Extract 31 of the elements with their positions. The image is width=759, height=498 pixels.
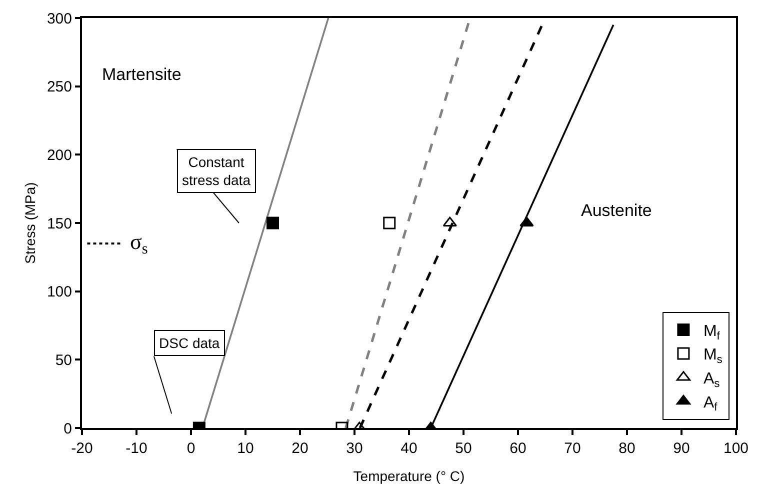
y-tick-label: 0 xyxy=(64,420,72,438)
x-tick-label: 50 xyxy=(455,440,472,457)
y-axis-title: Stress (MPa) xyxy=(22,182,38,264)
x-tick-label: 40 xyxy=(400,440,418,457)
x-tick-label: -20 xyxy=(71,440,93,457)
x-tick-label: 100 xyxy=(723,440,749,457)
x-tick-label: 20 xyxy=(292,440,308,457)
legend-label: A$_{s}$ xyxy=(703,370,720,390)
x-tick-label: 30 xyxy=(346,440,363,457)
legend-label: M$_{s}$ xyxy=(703,346,723,366)
y-tick-label: 100 xyxy=(46,284,72,301)
legend-label: M$_{f}$ xyxy=(703,322,721,342)
x-tick-label: 10 xyxy=(237,440,254,457)
annotation: Constant stress data xyxy=(182,154,251,188)
x-axis-title: Temperature (° C) xyxy=(353,468,465,484)
y-tick-label: 250 xyxy=(46,78,72,96)
y-tick-label: 300 xyxy=(46,10,72,28)
y-tick-label: 150 xyxy=(46,215,72,232)
x-tick-label: 0 xyxy=(186,440,196,457)
annotation: Martensite xyxy=(102,65,182,84)
legend-label: A$_{f}$ xyxy=(703,394,718,414)
y-tick-label: 50 xyxy=(55,352,72,369)
x-tick-label: 80 xyxy=(618,440,636,457)
annotation: DSC data xyxy=(159,335,220,351)
x-tick-label: -10 xyxy=(126,440,148,457)
ref-line-label: σ$_{s}$ xyxy=(130,229,148,258)
annotation: Austenite xyxy=(581,201,652,220)
x-tick-label: 60 xyxy=(510,440,526,457)
y-tick-label: 200 xyxy=(46,146,72,164)
x-tick-label: 70 xyxy=(564,440,581,457)
x-tick-label: 90 xyxy=(673,440,690,457)
